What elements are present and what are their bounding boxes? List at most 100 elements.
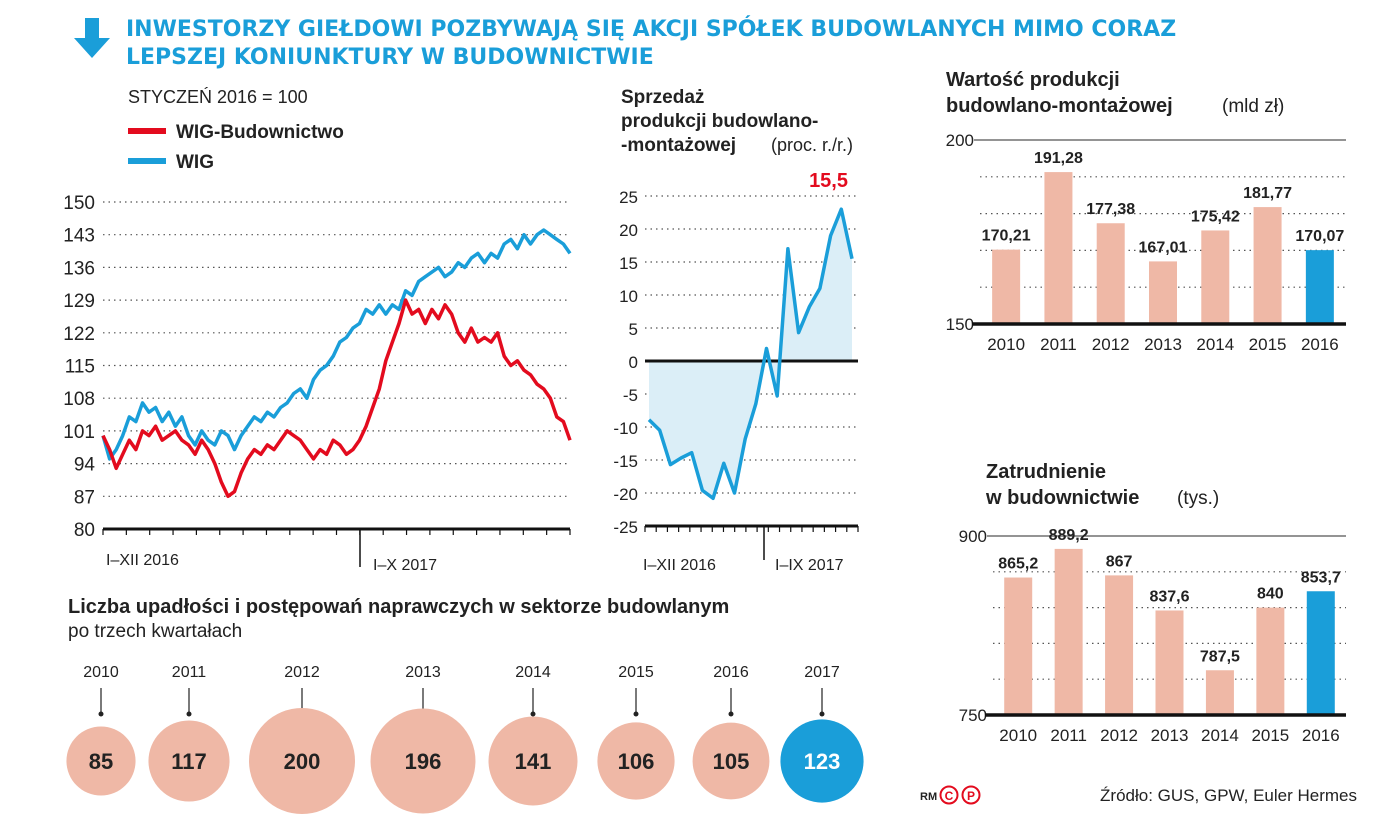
x-tick-label: 2013 [1144, 335, 1182, 354]
y-tick-label: 101 [63, 422, 95, 443]
headline-line2: LEPSZEJ KONIUNKTURY W BUDOWNICTWIE [126, 45, 654, 70]
chart-title: Liczba upadłości i postępowań naprawczyc… [68, 596, 729, 618]
arrow-down-icon [74, 18, 110, 58]
y-tick-label: 750 [959, 706, 987, 725]
y-tick-label: 87 [74, 487, 95, 508]
bubble-value-label: 105 [713, 749, 750, 774]
bubble-value-label: 85 [89, 749, 113, 774]
bubble-2012 [249, 708, 355, 814]
bar-value-label: 865,2 [998, 556, 1038, 573]
bar-2010 [1004, 577, 1033, 715]
bar-value-label: 191,28 [1034, 150, 1083, 167]
bubble-2011 [148, 720, 230, 802]
credit-rm: RM [920, 791, 937, 803]
bar-value-label: 177,38 [1086, 201, 1135, 218]
chart-sales: Sprzedaż produkcji budowlano- -montażowej (… [613, 87, 859, 574]
x-tick-label: 2014 [1196, 335, 1234, 354]
bubble-year-label: 2014 [515, 664, 551, 681]
bar-2012 [1096, 223, 1125, 324]
x-tick-label: 2011 [1050, 726, 1087, 745]
bubble-connector-dot [819, 711, 825, 717]
chart-subtitle: STYCZEŃ 2016 = 100 [128, 87, 308, 107]
source-label: Źródło: GUS, GPW, Euler Hermes [1100, 786, 1357, 805]
chart-unit: (tys.) [1177, 488, 1219, 509]
bar-value-label: 889,2 [1049, 527, 1089, 544]
y-tick-label: -10 [613, 419, 638, 438]
x-tick-label: 2016 [1302, 726, 1340, 745]
legend-label: WIG [176, 152, 214, 173]
y-tick-label: 143 [63, 226, 95, 247]
bar-value-label: 853,7 [1301, 569, 1341, 586]
bar-2014 [1201, 230, 1230, 324]
y-tick-label: 115 [65, 357, 95, 378]
chart-title: w budownictwie [985, 487, 1139, 509]
highlight-label: 15,5 [809, 170, 848, 192]
bubble-value-label: 117 [171, 749, 207, 774]
x-label: I–IX 2017 [775, 557, 844, 574]
bubble-connector-dot [530, 711, 536, 717]
y-tick-label: 150 [63, 193, 95, 214]
chart-title: Wartość produkcji [946, 69, 1120, 91]
bar-value-label: 867 [1106, 553, 1133, 570]
bubble-year-label: 2011 [172, 664, 207, 681]
bar-value-label: 167,01 [1139, 239, 1188, 256]
bar-2013 [1149, 261, 1177, 324]
y-tick-label: -20 [613, 485, 638, 504]
legend-label: WIG-Budownictwo [176, 122, 344, 143]
bubble-2017 [780, 719, 864, 803]
bar-2011 [1054, 548, 1083, 715]
x-tick-label: 2010 [987, 335, 1025, 354]
y-tick-label: 200 [946, 131, 974, 150]
bubble-value-label: 106 [618, 749, 655, 774]
y-tick-label: 5 [629, 320, 638, 339]
chart-subtitle: po trzech kwartałach [68, 621, 242, 642]
bubble-connector-dot [186, 711, 192, 717]
bar-2012 [1105, 575, 1134, 715]
headline-line1: INWESTORZY GIEŁDOWI POZBYWAJĄ SIĘ AKCJI … [126, 17, 1177, 42]
bubble-value-label: 200 [284, 749, 321, 774]
bar-2010 [992, 249, 1021, 324]
x-tick-label: 2012 [1100, 726, 1138, 745]
credit-letter: C [945, 789, 954, 803]
chart-title: -montażowej [621, 135, 736, 156]
y-tick-label: 0 [629, 353, 638, 372]
y-tick-label: 129 [63, 291, 95, 312]
series-line [101, 298, 572, 499]
bubble-2013 [370, 708, 476, 814]
bar-value-label: 181,77 [1243, 185, 1292, 202]
x-tick-label: 2013 [1151, 726, 1189, 745]
y-tick-label: -25 [613, 518, 638, 537]
bar-2015 [1256, 607, 1285, 715]
bar-2016 [1305, 250, 1334, 324]
series-line [101, 228, 572, 461]
bubble-connector-dot [98, 711, 104, 717]
bar-value-label: 170,07 [1295, 228, 1344, 245]
y-tick-label: 108 [63, 389, 95, 410]
y-tick-label: 10 [619, 287, 638, 306]
y-tick-label: -15 [613, 452, 638, 471]
chart-production-value: Wartość produkcji budowlano-montażowej (ml… [946, 69, 1346, 354]
y-tick-label: 900 [959, 527, 987, 546]
bubble-2015 [597, 722, 675, 800]
series-line [647, 207, 854, 501]
bubble-year-label: 2016 [713, 664, 749, 681]
chart-title: produkcji budowlano- [621, 111, 818, 132]
x-tick-label: 2014 [1201, 726, 1239, 745]
bubble-year-label: 2010 [83, 664, 119, 681]
bar-2015 [1253, 207, 1282, 324]
bar-2016 [1306, 591, 1335, 715]
x-tick-label: 2012 [1092, 335, 1130, 354]
bubble-value-label: 141 [515, 749, 552, 774]
bubble-2010 [66, 726, 136, 796]
bubble-year-label: 2012 [284, 664, 320, 681]
y-tick-label: 136 [63, 258, 95, 279]
area-fill [649, 209, 852, 499]
bar-2013 [1155, 610, 1184, 715]
y-tick-label: 80 [74, 520, 95, 541]
bar-value-label: 787,5 [1200, 648, 1240, 665]
bubble-value-label: 123 [804, 749, 841, 774]
x-label: I–XII 2016 [106, 552, 179, 569]
chart-unit: (mld zł) [1222, 96, 1284, 117]
